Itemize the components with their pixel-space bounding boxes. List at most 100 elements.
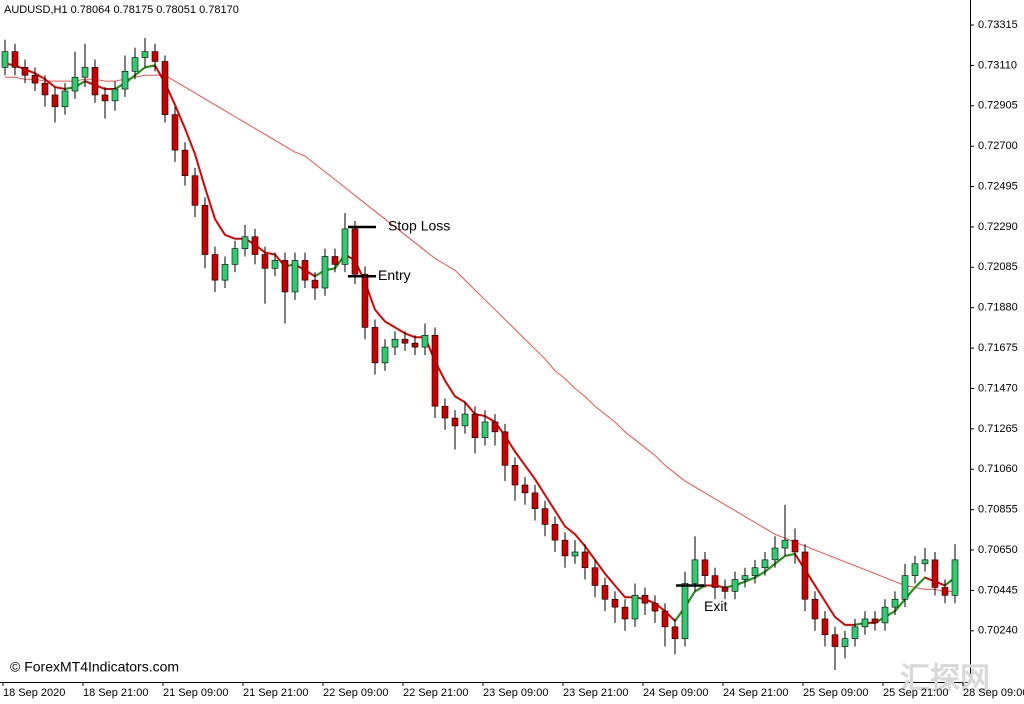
candle-body <box>111 88 119 102</box>
candle-body <box>411 342 419 348</box>
candle-body <box>571 551 579 557</box>
candle-body <box>331 256 339 265</box>
candle-body <box>261 254 269 269</box>
candle-body <box>941 587 949 596</box>
candle-body <box>491 421 499 433</box>
candle-body <box>841 638 849 647</box>
y-tick-label: 0.71675 <box>978 342 1018 354</box>
candle-body <box>671 626 679 639</box>
y-tick-label: 0.71880 <box>978 302 1018 314</box>
candle-body <box>201 204 209 255</box>
x-tick-label: 21 Sep 21:00 <box>243 687 308 699</box>
candle-body <box>341 228 349 265</box>
candle-body <box>601 585 609 600</box>
candle-body <box>431 334 439 407</box>
candle-body <box>831 634 839 647</box>
candle-body <box>21 67 29 76</box>
level-label: Stop Loss <box>388 218 450 234</box>
candle-body <box>471 413 479 439</box>
candle-body <box>371 327 379 364</box>
candle-body <box>821 618 829 636</box>
candle-body <box>191 175 199 206</box>
candle-body <box>811 598 819 620</box>
candle-body <box>171 114 179 151</box>
candle-body <box>521 484 529 494</box>
candle-body <box>661 610 669 628</box>
candle-body <box>681 583 689 639</box>
y-tick-label: 0.73315 <box>978 19 1018 31</box>
candle-body <box>231 248 239 265</box>
candle-body <box>951 559 959 596</box>
candle-body <box>81 67 89 78</box>
candle-body <box>301 260 309 281</box>
candle-body <box>891 598 899 608</box>
candle-body <box>91 67 99 96</box>
x-tick-label: 25 Sep 09:00 <box>803 687 868 699</box>
watermark-logo: 汇探网 <box>900 662 990 697</box>
candle-body <box>711 575 719 588</box>
moving-average-rising <box>774 555 786 565</box>
x-tick-label: 23 Sep 21:00 <box>563 687 628 699</box>
candle-body <box>761 559 769 569</box>
candle-body <box>101 94 109 102</box>
y-tick-label: 0.72290 <box>978 221 1018 233</box>
x-tick-label: 24 Sep 09:00 <box>643 687 708 699</box>
candle-body <box>861 618 869 628</box>
candle-body <box>211 254 219 281</box>
candle-body <box>501 431 509 466</box>
candle-body <box>741 575 749 580</box>
candle-body <box>721 587 729 592</box>
candle-body <box>121 71 129 90</box>
x-tick-label: 18 Sep 2020 <box>3 687 65 699</box>
candle-body <box>911 563 919 576</box>
candle-body <box>291 260 299 293</box>
candle-body <box>251 236 259 255</box>
candle-body <box>71 76 79 92</box>
candle-body <box>391 338 399 348</box>
candle-body <box>1 51 9 68</box>
y-tick-label: 0.71060 <box>978 463 1018 475</box>
candle-body <box>361 273 369 328</box>
candle-body <box>151 51 159 62</box>
candle-body <box>51 94 59 108</box>
candle-body <box>11 51 19 68</box>
y-tick-label: 0.72495 <box>978 180 1018 192</box>
moving-average-rising <box>134 66 146 77</box>
y-tick-label: 0.72700 <box>978 140 1018 152</box>
y-tick-label: 0.70650 <box>978 544 1018 556</box>
candle-body <box>791 539 799 553</box>
candle-body <box>351 228 359 275</box>
candle-body <box>461 413 469 427</box>
candle-body <box>881 606 889 624</box>
moving-average-rising <box>754 570 766 579</box>
candle-body <box>31 74 39 84</box>
moving-average-rising <box>914 576 926 589</box>
candle-body <box>41 82 49 96</box>
moving-average-rising <box>784 552 796 557</box>
y-tick-label: 0.70445 <box>978 584 1018 596</box>
candle-body <box>531 492 539 509</box>
candle-body <box>441 405 449 419</box>
candle-body <box>751 567 759 576</box>
candle-body <box>141 51 149 58</box>
y-tick-label: 0.72085 <box>978 261 1018 273</box>
candle-body <box>541 508 549 525</box>
y-tick-label: 0.70855 <box>978 504 1018 516</box>
x-tick-label: 23 Sep 09:00 <box>483 687 548 699</box>
candle-body <box>771 547 779 561</box>
candle-body <box>621 606 629 620</box>
candle-body <box>801 551 809 600</box>
candle-body <box>131 57 139 72</box>
x-tick-label: 21 Sep 09:00 <box>163 687 228 699</box>
candle-body <box>181 149 189 177</box>
candle-body <box>381 346 389 364</box>
candle-body <box>871 618 879 624</box>
x-tick-label: 22 Sep 21:00 <box>403 687 468 699</box>
candle-body <box>511 465 519 486</box>
candle-body <box>581 551 589 569</box>
candle-body <box>691 559 699 584</box>
candle-body <box>591 567 599 586</box>
candle-body <box>451 417 459 427</box>
candle-body <box>221 264 229 281</box>
